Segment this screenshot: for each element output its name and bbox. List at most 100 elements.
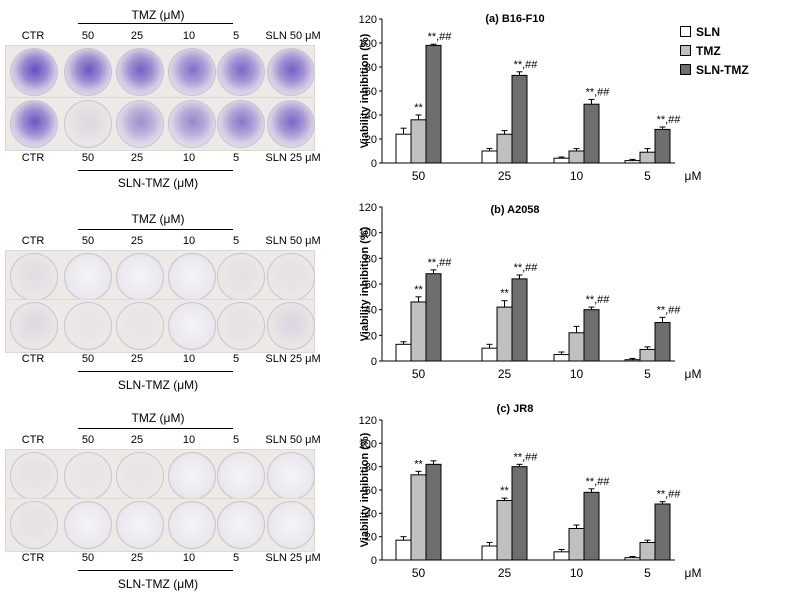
x-tick-label: 5 xyxy=(644,566,651,580)
culture-dish xyxy=(116,100,164,148)
tmz-dose-label: 50 xyxy=(81,30,95,42)
sln-label: SLN 50 μM xyxy=(265,434,321,446)
culture-dish xyxy=(116,501,164,549)
y-tick-label: 60 xyxy=(365,485,377,497)
bar xyxy=(395,343,412,362)
bar xyxy=(553,354,570,362)
culture-dish xyxy=(168,452,216,500)
bar xyxy=(395,133,412,164)
sln-label: SLN 25 μM xyxy=(265,552,321,564)
legend-label: SLN xyxy=(696,24,720,39)
x-unit-label: μM xyxy=(685,367,702,381)
culture-dish xyxy=(217,48,265,96)
legend-label: TMZ xyxy=(696,43,721,58)
y-tick-label: 40 xyxy=(365,305,377,317)
x-tick-label: 10 xyxy=(570,566,584,580)
tmz-group-label: TMZ (μM) xyxy=(131,212,185,226)
legend-item-sln-tmz: SLN-TMZ xyxy=(680,60,749,79)
culture-dish xyxy=(267,48,315,96)
tmz-dose-label: 5 xyxy=(232,434,240,446)
culture-dish xyxy=(168,501,216,549)
bar xyxy=(583,103,600,164)
bar xyxy=(481,545,498,561)
culture-dish xyxy=(217,100,265,148)
y-axis-label: Viability inhibition (%) xyxy=(359,33,371,148)
bar xyxy=(624,557,641,561)
significance-label: ** xyxy=(500,288,509,300)
tmz-dose-label: 25 xyxy=(130,30,144,42)
y-tick-label: 20 xyxy=(365,532,377,544)
bar xyxy=(496,500,513,561)
sln-tmz-dose-label: 5 xyxy=(232,552,240,564)
culture-dish xyxy=(267,501,315,549)
culture-dish xyxy=(217,302,265,350)
significance-label: **,## xyxy=(428,31,453,43)
tmz-dose-label: 50 xyxy=(81,434,95,446)
bar xyxy=(568,332,585,362)
legend-swatch-sln xyxy=(680,26,691,37)
culture-dish xyxy=(116,48,164,96)
culture-dish xyxy=(10,253,58,301)
tmz-dose-label: 5 xyxy=(232,235,240,247)
bar xyxy=(624,160,641,164)
photo-panel-a: TMZ (μM) CTR 50 25 10 5 SLN 50 μM CTR 50 25 10 5 SLN… xyxy=(0,0,793,198)
tmz-dose-label: 10 xyxy=(182,434,196,446)
y-tick-label: 120 xyxy=(359,14,377,26)
culture-dish xyxy=(217,501,265,549)
sln-tmz-dose-label: 10 xyxy=(182,152,196,164)
sln-tmz-dose-label: 25 xyxy=(130,353,144,365)
y-tick-label: 0 xyxy=(371,555,377,567)
bar xyxy=(654,322,671,362)
culture-dish xyxy=(168,100,216,148)
significance-label: **,## xyxy=(514,262,539,274)
sln-tmz-group-label: SLN-TMZ (μM) xyxy=(117,176,199,190)
significance-label: **,## xyxy=(586,476,611,488)
y-tick-label: 0 xyxy=(371,356,377,368)
x-tick-label: 25 xyxy=(498,169,512,183)
tmz-group-label: TMZ (μM) xyxy=(131,411,185,425)
culture-dish xyxy=(10,100,58,148)
significance-label: **,## xyxy=(586,86,611,98)
tmz-group-bracket xyxy=(78,229,233,230)
culture-dish xyxy=(116,253,164,301)
bar xyxy=(639,151,656,164)
tmz-group-bracket xyxy=(78,428,233,429)
bar xyxy=(425,44,442,164)
sln-label: SLN 50 μM xyxy=(265,30,321,42)
tmz-dose-label: 50 xyxy=(81,235,95,247)
photo-panel-c: TMZ (μM) CTR 50 25 10 5 SLN 50 μM CTR 50 25 10 5 SLN… xyxy=(0,397,793,595)
tmz-dose-label: 5 xyxy=(232,30,240,42)
culture-dish xyxy=(168,48,216,96)
sln-tmz-dose-label: 5 xyxy=(232,353,240,365)
y-tick-label: 120 xyxy=(359,415,377,427)
y-axis-label: Viability inhibition (%) xyxy=(359,226,371,341)
y-tick-label: 100 xyxy=(359,438,377,450)
bar xyxy=(568,150,585,164)
significance-label: ** xyxy=(414,102,423,114)
culture-dish xyxy=(10,48,58,96)
y-tick-label: 40 xyxy=(365,508,377,520)
sln-tmz-group-label: SLN-TMZ (μM) xyxy=(117,577,199,591)
y-tick-label: 60 xyxy=(365,279,377,291)
legend-swatch-sln-tmz xyxy=(680,64,691,75)
culture-dish xyxy=(217,253,265,301)
bar xyxy=(639,542,656,561)
bar xyxy=(568,528,585,561)
tmz-dose-label: 10 xyxy=(182,30,196,42)
y-tick-label: 60 xyxy=(365,86,377,98)
sln-label: SLN 25 μM xyxy=(265,152,321,164)
chart-title: (a) B16-F10 xyxy=(485,13,544,25)
y-tick-label: 120 xyxy=(359,202,377,214)
significance-label: **,## xyxy=(657,114,682,126)
chart-title: (c) JR8 xyxy=(497,403,534,415)
culture-dish xyxy=(168,302,216,350)
ctr-label: CTR xyxy=(21,235,45,247)
culture-dish xyxy=(267,302,315,350)
culture-dish xyxy=(10,302,58,350)
bar xyxy=(395,539,412,561)
well-plate xyxy=(5,449,315,503)
x-tick-label: 50 xyxy=(412,367,426,381)
tmz-dose-label: 10 xyxy=(182,235,196,247)
bar xyxy=(511,466,528,561)
bar xyxy=(654,503,671,561)
